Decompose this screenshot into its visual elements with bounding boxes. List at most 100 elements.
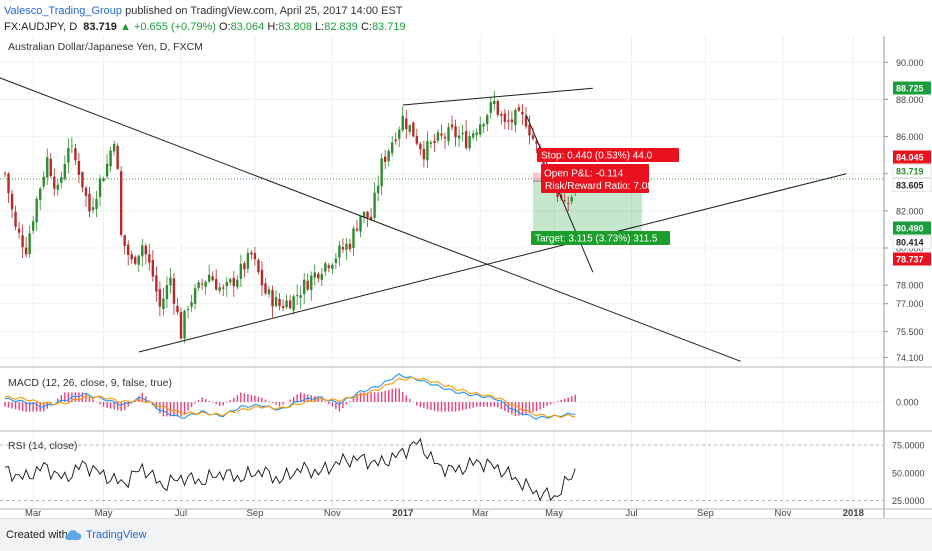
candles <box>3 90 577 344</box>
rsi-tick-label: 75.0000 <box>892 441 925 451</box>
stop-label-bg <box>537 148 679 162</box>
candle-body <box>482 124 485 127</box>
pnl-box-bg <box>541 164 649 193</box>
candle-body <box>464 131 468 148</box>
candle-body <box>521 111 524 115</box>
axes: Mar May Jul Sep Nov 2017 Mar May Jul Sep Nov 2018 90… <box>0 36 932 518</box>
candle-body <box>510 119 514 123</box>
price-marker: 83.605 <box>896 181 924 191</box>
candle-body <box>306 280 309 290</box>
candle-body <box>531 135 535 139</box>
candle-body <box>74 148 77 161</box>
candle-body <box>250 252 253 255</box>
candle-body <box>542 154 545 172</box>
candle-body <box>331 264 334 269</box>
candle-body <box>169 277 172 286</box>
candle-body <box>415 135 419 144</box>
candle-body <box>369 216 373 220</box>
candle-body <box>436 132 440 141</box>
stop-label: Stop: 0.440 (0.53%) 44.0 <box>541 151 653 162</box>
ohlc-line: FX:AUDJPY, D 83.719 ▲ +0.655 (+0.79%) O:… <box>4 20 406 34</box>
price-marker: 78.737 <box>896 255 924 265</box>
open-label: O: <box>218 21 231 33</box>
candle-body <box>366 211 369 218</box>
candle-body <box>401 115 404 131</box>
candle-body <box>471 133 475 138</box>
candle-body <box>517 107 521 111</box>
candle-body <box>387 150 390 162</box>
macd-title: MACD (12, 26, close, 9, false, true) <box>8 377 172 389</box>
candle-body <box>285 300 288 308</box>
created-with-text: Created with <box>6 529 68 541</box>
candle-body <box>200 283 204 285</box>
candle-body <box>267 289 271 295</box>
candle-body <box>447 127 450 142</box>
candle-body <box>109 150 112 167</box>
candle-body <box>310 275 313 291</box>
candle-body <box>486 115 489 125</box>
rsi-tick-label: 50.0000 <box>892 468 925 478</box>
candle-body <box>186 308 190 311</box>
candle-body <box>246 252 250 269</box>
price-marker-bg <box>892 178 932 192</box>
trendline-2 <box>402 87 593 106</box>
candle-body <box>524 116 528 127</box>
x-tick-label: Nov <box>324 508 341 518</box>
candle-body <box>514 109 517 125</box>
candle-body <box>225 281 228 287</box>
chart-area[interactable]: Mar May Jul Sep Nov 2017 Mar May Jul Sep Nov 2018 90… <box>0 36 932 518</box>
candle-body <box>14 211 17 227</box>
candle-body <box>278 298 281 307</box>
trendlines[interactable] <box>0 77 847 362</box>
candle-body <box>281 306 285 309</box>
author-link[interactable]: Valesco_Trading_Group <box>4 5 123 17</box>
candle-body <box>172 278 176 304</box>
candle-body <box>116 145 119 169</box>
tradingview-link[interactable]: TradingView <box>86 529 147 541</box>
x-tick-label: Sep <box>697 508 714 518</box>
y-tick-label: 86.000 <box>896 132 924 142</box>
close-value: 83.719 <box>371 21 406 33</box>
candle-body <box>53 176 56 189</box>
candle-body <box>137 255 140 265</box>
signal-line <box>4 376 576 419</box>
y-tick-label: 78.000 <box>896 281 924 291</box>
price-marker-bg <box>893 81 931 95</box>
publish-line: Valesco_Trading_Group published on Tradi… <box>4 4 403 18</box>
low-value: 82.839 <box>324 21 358 33</box>
candle-body <box>130 254 133 260</box>
price-marker-bg <box>893 252 931 266</box>
low-label: L: <box>315 21 325 33</box>
price-marker-bg <box>893 221 931 235</box>
candle-body <box>422 149 426 160</box>
candle-body <box>148 254 151 263</box>
candle-body <box>102 178 105 182</box>
candle-body <box>489 102 492 113</box>
macd-line <box>4 373 576 420</box>
candle-body <box>454 126 457 138</box>
price-marker: 84.045 <box>896 153 924 163</box>
candle-body <box>257 259 260 273</box>
candle-body <box>21 235 24 248</box>
ratio-label: Risk/Reward Ratio: 7.08 <box>545 181 653 192</box>
chart-header: Valesco_Trading_Group published on Tradi… <box>0 0 932 36</box>
up-arrow-icon: ▲ <box>120 21 131 33</box>
candle-body <box>500 113 503 116</box>
candle-body <box>10 193 14 210</box>
candle-body <box>461 132 464 135</box>
candle-body <box>429 142 433 144</box>
candle-body <box>232 277 235 287</box>
candle-body <box>49 158 52 177</box>
footer-bar: Created with TradingView <box>0 518 932 551</box>
candle-body <box>39 188 42 200</box>
x-tick-label: Nov <box>774 508 791 518</box>
candle-body <box>207 274 211 282</box>
candle-body <box>7 173 10 194</box>
target-label-bg <box>531 231 670 245</box>
candle-body <box>141 245 144 257</box>
candle-body <box>274 297 278 306</box>
price-marker: 80.414 <box>896 238 924 248</box>
y-tick-label: 90.000 <box>896 58 924 68</box>
rsi-pane <box>4 437 576 502</box>
candle-body <box>190 302 193 307</box>
